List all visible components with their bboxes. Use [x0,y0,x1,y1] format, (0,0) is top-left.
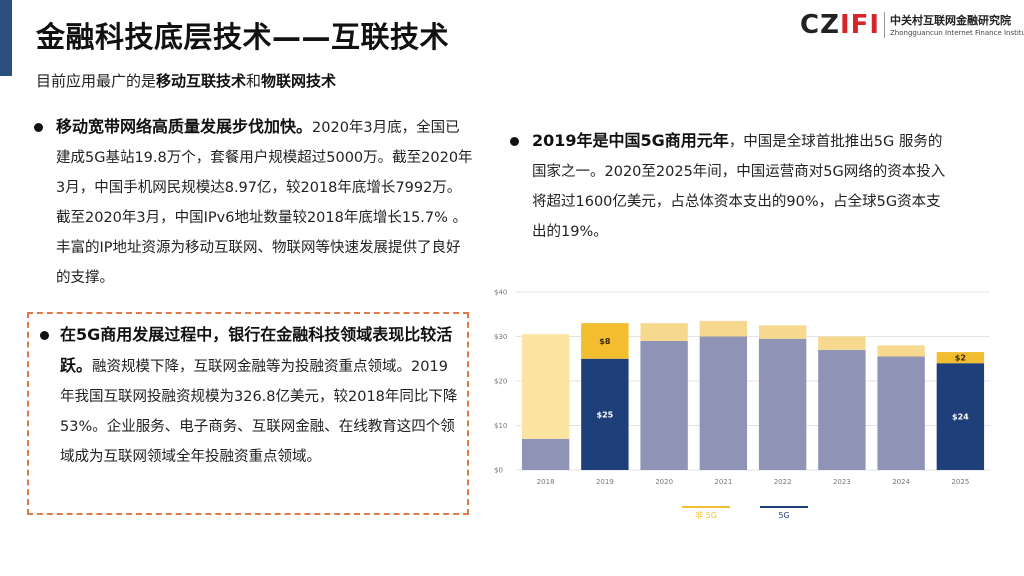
page-subtitle: 目前应用最广的是移动互联技术和物联网技术 [36,70,336,91]
bullet-5g-banks: 在5G商用发展过程中，银行在金融科技领域表现比较活跃。融资规模下降，互联网金融等… [40,320,460,472]
bar-value-label: $2 [955,354,966,363]
bar-segment-gold [818,336,866,350]
logo-cn-name: 中关村互联网金融研究院 [890,14,1011,27]
logo-divider [884,12,885,38]
legend-label: 非 5G [695,510,717,520]
bar-segment-5g [581,358,629,470]
x-tick-label: 2020 [655,478,673,486]
bar-value-label: $24 [952,413,969,422]
bar-segment-gold [581,323,629,359]
bullet-5g-year: 2019年是中国5G商用元年，中国是全球首批推出5G 服务的国家之一。2020至… [510,126,950,247]
subtitle-bold-iot: 物联网技术 [261,72,337,90]
page-title: 金融科技底层技术——互联技术 [36,20,450,54]
bullet-lead: 移动宽带网络高质量发展步伐加快。 [56,117,313,136]
bar-segment-5g [936,363,985,470]
bar-segment-gray [699,336,748,470]
legend-label: 5G [778,511,789,520]
side-accent-bar [0,0,12,76]
x-tick-label: 2021 [714,478,732,486]
bullet-mobile-broadband: 移动宽带网络高质量发展步伐加快。2020年3月底，全国已建成5G基站19.8万个… [34,112,474,293]
logo-mark-part1: CZ [800,10,840,40]
y-tick-label: $20 [494,378,507,386]
bar-segment-gray [877,356,925,470]
bar-segment-gold [877,345,925,357]
bullet-lead: 2019年是中国5G商用元年 [532,131,729,150]
bullet-text: 2020年3月底，全国已建成5G基站19.8万个，套餐用户规模超过5000万。截… [56,120,473,286]
logo-mark: CZIFI [800,10,880,40]
subtitle-mid: 和 [246,72,262,90]
bar-segment-gold [936,352,985,364]
bullet-text: ，中国是全球首批推出5G 服务的国家之一。2020至2025年间，中国运营商对5… [532,134,946,240]
y-tick-label: $30 [494,333,507,341]
bar-value-label: $8 [599,337,611,346]
bar-segment-gray [818,349,866,470]
bar-segment-gold [640,323,688,341]
x-tick-label: 2019 [596,478,614,486]
subtitle-bold-mobile: 移动互联技术 [156,72,247,90]
bar-segment-gray [758,338,807,470]
chart-svg: $0 $10 $20 $30 $40 2018 $25 $8 2019 2020 2021 2022 2… [494,289,990,520]
bullet-dot-icon [40,331,49,340]
y-tick-label: $40 [494,289,507,297]
subtitle-prefix: 目前应用最广的是 [36,72,157,90]
bullet-text: 融资规模下降，互联网金融等为投融资重点领域。2019年我国互联网投融资规模为32… [60,359,458,465]
x-tick-label: 2025 [951,478,969,486]
bullet-dot-icon [510,137,519,146]
logo-en-name: Zhongguancun Internet Finance Institute [890,29,1024,37]
x-tick-label: 2023 [833,478,851,486]
bar-segment-gold [699,320,748,337]
logo-mark-part2: IFI [839,10,881,40]
bullet-dot-icon [34,123,43,132]
bar-segment-pale [521,334,570,439]
bar-segment-gray [640,340,688,470]
bar-segment-gray [521,438,570,470]
bar-value-label: $25 [597,410,614,419]
bullet-lead: 在5G商用发展过程中，银行在金融科技领域表现比较活跃。 [60,325,453,375]
highlight-box [27,312,469,515]
x-tick-label: 2022 [774,478,792,486]
x-tick-label: 2024 [892,478,910,486]
czifi-logo: CZIFI 中关村互联网金融研究院 Zhongguancun Internet … [800,8,1024,44]
x-tick-label: 2018 [537,478,555,486]
y-tick-label: $10 [494,422,507,430]
capex-bar-chart: $0 $10 $20 $30 $40 2018 $25 $8 2019 2020 2021 2022 2… [490,282,1000,532]
y-tick-label: $0 [494,467,503,475]
bar-segment-gold [758,325,807,339]
